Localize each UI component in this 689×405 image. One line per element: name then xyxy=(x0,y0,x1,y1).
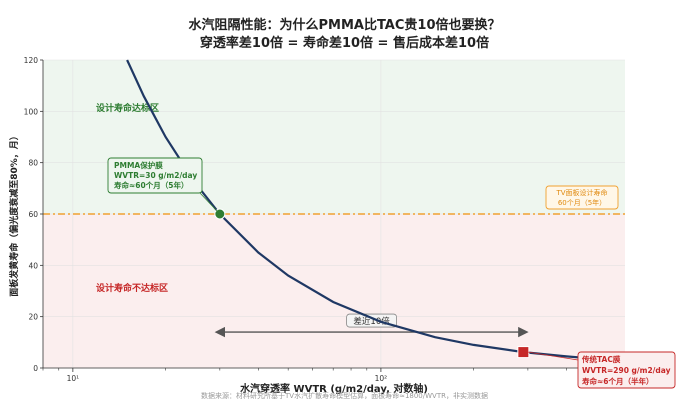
y-tick-label: 60 xyxy=(28,210,38,219)
gap-label: 差近10倍 xyxy=(353,316,390,327)
chart-subtitle: 穿透率差10倍 = 寿命差10倍 = 售后成本差10倍 xyxy=(199,36,490,51)
series-line-lifetime-curve xyxy=(126,59,621,362)
axes: 0 20 40 60 80 100 120 10¹ 10² xyxy=(24,56,625,383)
threshold-annotation-box xyxy=(545,185,619,210)
y-tick-label: 120 xyxy=(24,56,39,65)
region-above-label: 设计寿命达标区 xyxy=(96,102,159,114)
pmma-annotation-box xyxy=(107,157,203,194)
region-below xyxy=(43,214,625,368)
y-tick-label: 20 xyxy=(28,313,38,322)
y-ticks: 0 20 40 60 80 100 120 xyxy=(24,56,43,373)
pmma-annotation-line2: WVTR=30 g/m2/day xyxy=(114,171,197,180)
tac-annotation-box xyxy=(577,351,676,389)
y-axis-label: 面板发黄寿命（偏光度衰减至80%，月） xyxy=(8,131,20,297)
region-below-label: 设计寿命不达标区 xyxy=(96,282,168,294)
y-tick-label: 0 xyxy=(33,364,38,373)
y-tick-label: 80 xyxy=(28,159,38,168)
x-tick-label: 10² xyxy=(375,374,388,383)
y-tick-label: 40 xyxy=(28,261,38,270)
threshold-annotation-line1: TV面板设计寿命 xyxy=(555,188,607,197)
pmma-annotation-line3: 寿命≈60个月（5年） xyxy=(114,180,188,190)
point-tac xyxy=(517,346,530,359)
threshold-annotation-line2: 60个月（5年） xyxy=(558,198,606,207)
chart-title: 水汽阻隔性能：为什么PMMA比TAC贵10倍也要换？ xyxy=(188,18,501,33)
tac-annotation-line1: 传统TAC膜 xyxy=(581,354,621,364)
x-ticks: 10¹ 10² xyxy=(42,368,621,383)
pmma-annotation-line1: PMMA保护膜 xyxy=(114,160,163,170)
tac-annotation-line2: WVTR=290 g/m2/day xyxy=(582,366,671,375)
source-note: 数据来源：材料研究所基于TV水汽扩散寿命模型估算，面板寿命≈1800/WVTR，… xyxy=(201,392,488,400)
x-tick-label: 10¹ xyxy=(67,374,80,383)
x-axis-label: 水汽穿透率 WVTR (g/m2/day, 对数轴) xyxy=(239,382,428,395)
y-tick-label: 100 xyxy=(24,107,39,116)
tac-annotation-line3: 寿命≈6个月（半年） xyxy=(582,376,654,386)
tac-leader-line xyxy=(528,351,579,361)
pmma-leader-line xyxy=(199,192,221,215)
